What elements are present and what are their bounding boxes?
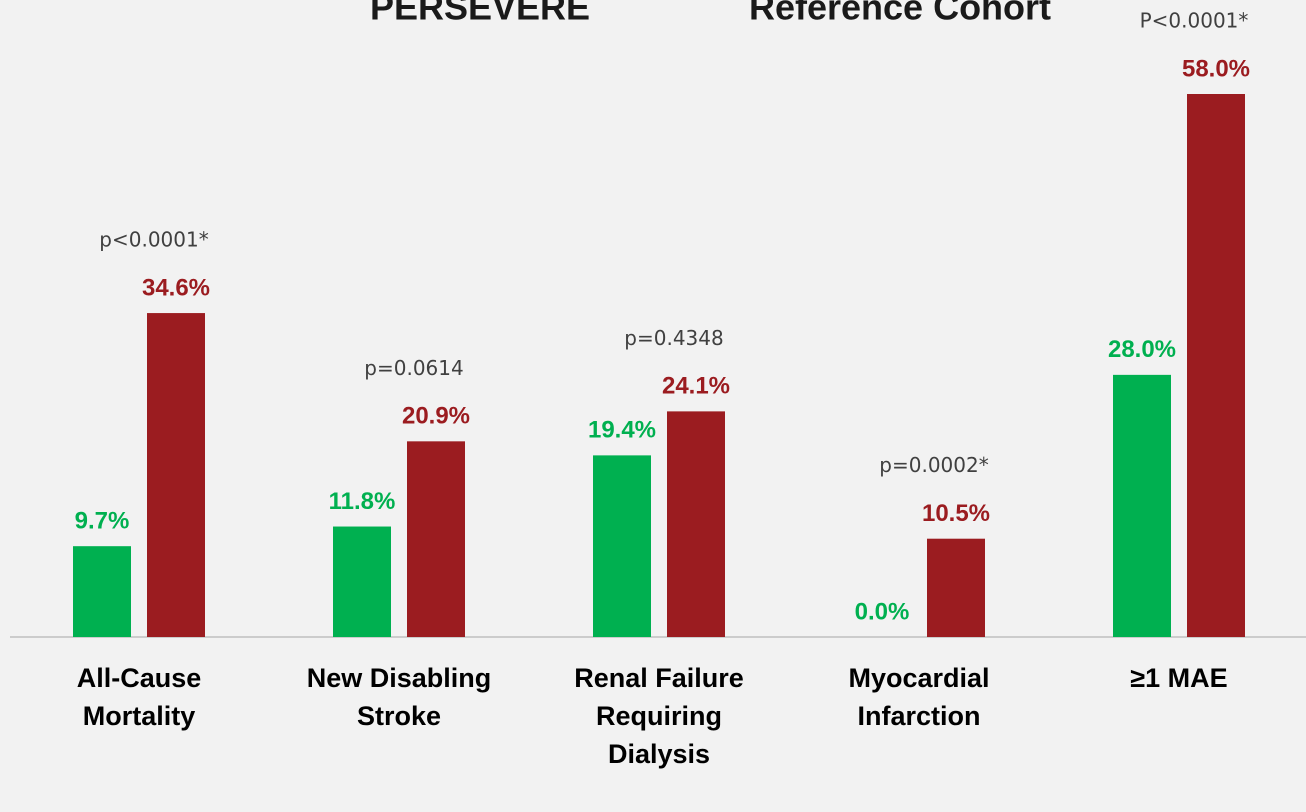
p-value: p=0.4348 bbox=[624, 326, 723, 350]
bar bbox=[927, 538, 985, 637]
bar bbox=[147, 313, 205, 637]
bar bbox=[407, 441, 465, 637]
value-label: 34.6% bbox=[142, 274, 210, 301]
bar bbox=[333, 526, 391, 637]
legend-label: Reference Cohort bbox=[749, 0, 1051, 28]
bar bbox=[667, 411, 725, 637]
x-tick-label: New Disabling Stroke bbox=[307, 663, 492, 731]
value-label: 20.9% bbox=[402, 403, 470, 430]
bar bbox=[593, 455, 651, 637]
value-label: 10.5% bbox=[922, 500, 990, 527]
x-tick-label: Myocardial Infarction bbox=[848, 663, 989, 731]
value-label: 11.8% bbox=[329, 488, 396, 515]
bar bbox=[73, 546, 131, 637]
x-tick-label: All-Cause Mortality bbox=[77, 663, 202, 731]
x-tick-label: Renal Failure Requiring Dialysis bbox=[574, 663, 744, 769]
x-tick-label: ≥1 MAE bbox=[1130, 663, 1227, 693]
p-value: p<0.0001* bbox=[99, 228, 208, 252]
value-label: 24.1% bbox=[662, 373, 730, 400]
value-label: 19.4% bbox=[588, 417, 656, 444]
value-label: 58.0% bbox=[1182, 55, 1250, 82]
value-label: 28.0% bbox=[1108, 336, 1176, 363]
bar bbox=[1187, 94, 1245, 637]
value-label: 0.0% bbox=[855, 598, 910, 625]
bar bbox=[1113, 374, 1171, 637]
p-value: P<0.0001* bbox=[1140, 9, 1249, 33]
p-value: p=0.0614 bbox=[364, 356, 463, 380]
p-value: p=0.0002* bbox=[879, 453, 988, 477]
legend-label: PERSEVERE bbox=[370, 0, 590, 28]
value-label: 9.7% bbox=[75, 508, 130, 535]
